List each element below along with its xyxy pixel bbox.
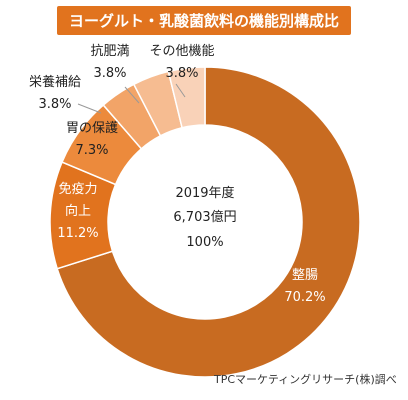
- source-note: TPCマーケティングリサーチ(株)調べ: [214, 373, 397, 386]
- slice-name: 免疫力: [58, 181, 97, 197]
- leader-line-5: [124, 86, 140, 104]
- slice-name: 栄養補給: [29, 74, 81, 90]
- slice-label-1: 整腸 70.2%: [284, 268, 325, 305]
- center-percent: 100%: [186, 235, 223, 250]
- slice-value: 11.2%: [57, 226, 98, 241]
- slice-value: 3.8%: [93, 66, 126, 81]
- donut-slices: [49, 66, 361, 378]
- slice-value: 70.2%: [284, 290, 325, 305]
- slice-name: 抗肥満: [90, 44, 129, 59]
- slice-1: [56, 66, 361, 378]
- slice-value: 3.8%: [38, 97, 71, 112]
- leader-lines: [77, 83, 186, 114]
- center-total: 6,703億円: [173, 209, 236, 225]
- center-year: 2019年度: [175, 185, 234, 201]
- chart-title: ヨーグルト・乳酸菌飲料の機能別構成比: [56, 5, 351, 35]
- slice-name: その他機能: [149, 44, 214, 59]
- slice-name: 整腸: [292, 268, 318, 283]
- slice-label-5: 抗肥満 3.8%: [90, 44, 129, 81]
- slice-6: [167, 66, 206, 129]
- slice-value: 3.8%: [165, 66, 198, 81]
- leader-line-4: [77, 103, 102, 114]
- slice-label-4: 栄養補給 3.8%: [29, 74, 81, 112]
- title-bar: ヨーグルト・乳酸菌飲料の機能別構成比: [0, 5, 408, 35]
- slice-label-3: 胃の保護 7.3%: [66, 120, 118, 158]
- center-labels: 2019年度 6,703億円 100%: [173, 185, 236, 250]
- slice-value: 7.3%: [75, 143, 108, 158]
- leader-line-6: [175, 83, 186, 98]
- slice-name: 胃の保護: [66, 120, 118, 136]
- slice-name: 向上: [65, 203, 91, 219]
- slice-label-6: その他機能 3.8%: [149, 44, 214, 81]
